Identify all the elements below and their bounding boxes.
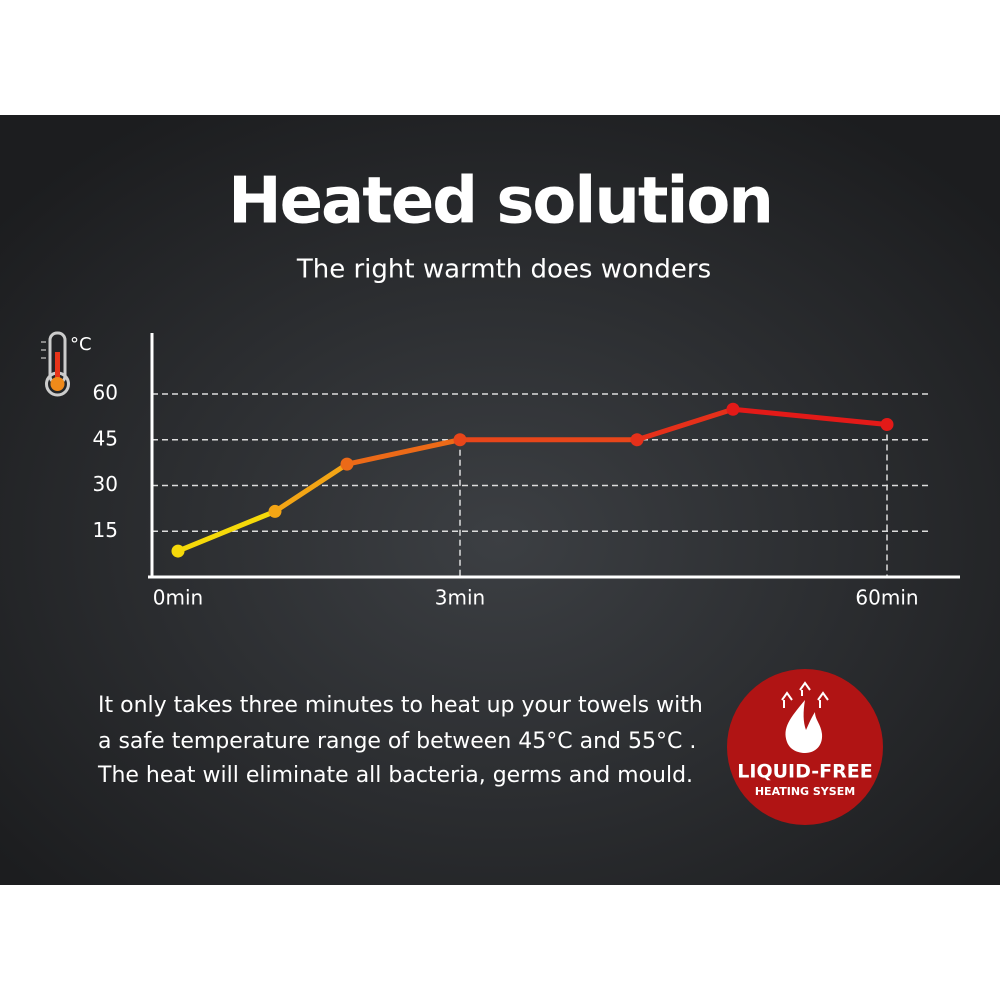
body-line: It only takes three minutes to heat up y… — [98, 693, 703, 718]
data-point — [630, 433, 644, 447]
data-point — [880, 418, 894, 431]
body-text: It only takes three minutes to heat up y… — [97, 693, 703, 788]
subtitle: The right warmth does wonders — [296, 255, 711, 285]
x-tick-label: 0min — [153, 586, 203, 610]
y-tick-label: 15 — [93, 518, 118, 542]
badge-subtitle: HEATING SYSEM — [755, 785, 855, 798]
data-point — [340, 457, 354, 471]
data-point — [726, 402, 740, 416]
body-line: The heat will eliminate all bacteria, ge… — [97, 763, 693, 788]
badge: LIQUID-FREE HEATING SYSEM — [727, 669, 883, 825]
data-point — [268, 504, 282, 518]
y-tick-label: 45 — [93, 426, 118, 450]
y-tick-label: 30 — [93, 472, 118, 496]
x-tick-label: 3min — [435, 586, 485, 610]
chart: 15 30 45 60 0min 3min 60min — [93, 333, 960, 610]
line-segment — [175, 508, 278, 554]
data-point — [453, 433, 467, 447]
line-segment — [730, 406, 890, 427]
line-segment — [344, 437, 463, 467]
title: Heated solution — [228, 165, 772, 239]
y-unit: °C — [70, 334, 92, 355]
line-segment — [272, 461, 350, 514]
data-point — [171, 544, 185, 558]
x-tick-label: 60min — [855, 586, 918, 610]
y-tick-label: 60 — [93, 381, 118, 405]
body-line: a safe temperature range of between 45°C… — [98, 729, 696, 754]
thermometer-icon — [41, 331, 70, 397]
badge-title: LIQUID-FREE — [737, 761, 872, 783]
line-segment — [634, 406, 736, 443]
